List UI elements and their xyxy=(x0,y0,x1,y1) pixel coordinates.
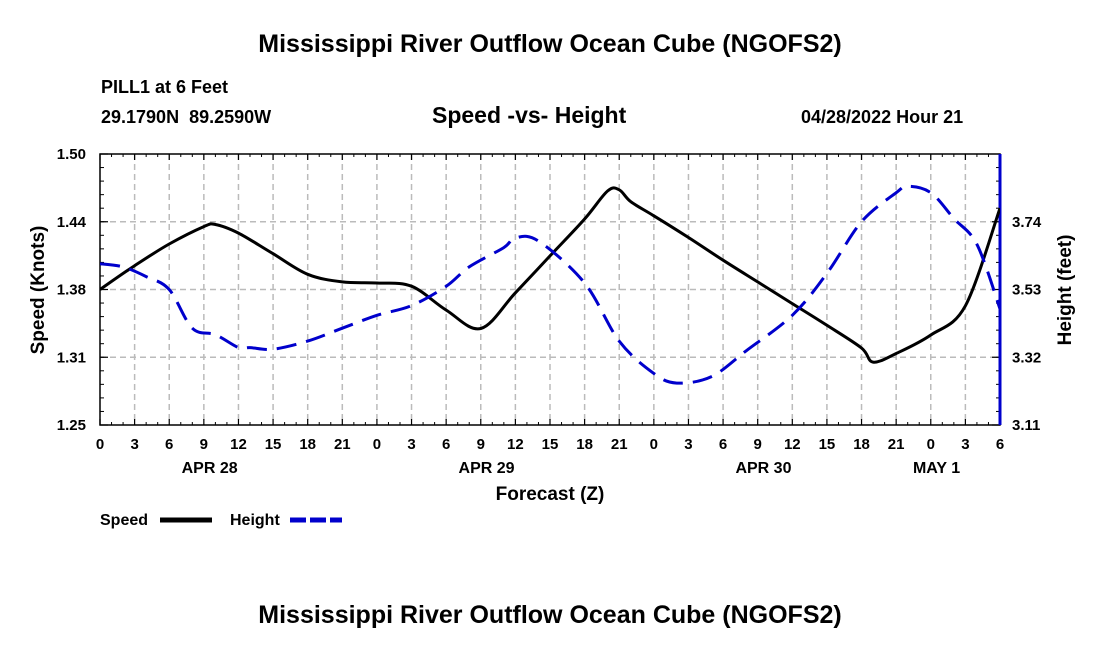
x-tick-label: 6 xyxy=(165,436,173,453)
station-coordinates: 29.1790N 89.2590W xyxy=(101,107,272,127)
x-tick-label: 3 xyxy=(407,436,415,453)
legend: Speed Height xyxy=(100,512,342,529)
station-name: PILL1 at 6 Feet xyxy=(101,77,229,97)
y2-tick-label: 3.32 xyxy=(1012,349,1041,366)
x-tick-label: 0 xyxy=(96,436,104,453)
series-height-line xyxy=(100,184,1000,385)
y-tick-label: 1.44 xyxy=(57,214,87,231)
x-tick-label: 18 xyxy=(576,436,593,453)
y-tick-label: 1.31 xyxy=(57,349,86,366)
series-speed-line xyxy=(100,186,1000,364)
x-tick-label: 9 xyxy=(200,436,208,453)
x-tick-label: 15 xyxy=(542,436,559,453)
x-tick-label: 3 xyxy=(961,436,969,453)
grid-lines xyxy=(100,154,1000,425)
x-tick-label: 21 xyxy=(611,436,628,453)
y-tick-label: 1.38 xyxy=(57,282,86,299)
axis-labels: 0 3 6 9 12 15 18 21 0 3 6 9 12 15 18 21 0 3 6 9 12 15 18 21 0 3 6 1… xyxy=(57,146,1042,477)
forecast-datetime: 04/28/2022 Hour 21 xyxy=(801,107,964,127)
chart-subtitle: Speed -vs- Height xyxy=(432,102,627,128)
y2-axis-title: Height (feet) xyxy=(1055,235,1076,346)
date-label: APR 29 xyxy=(459,460,515,477)
y-tick-label: 1.50 xyxy=(57,146,86,163)
axis-ticks xyxy=(99,153,1002,426)
y2-tick-label: 3.53 xyxy=(1012,282,1041,299)
x-tick-label: 12 xyxy=(230,436,247,453)
x-tick-label: 0 xyxy=(927,436,935,453)
x-tick-label: 12 xyxy=(507,436,524,453)
x-tick-label: 6 xyxy=(719,436,727,453)
date-label: APR 30 xyxy=(735,460,791,477)
y-tick-label: 1.25 xyxy=(57,417,86,434)
x-tick-label: 21 xyxy=(888,436,905,453)
x-axis-title: Forecast (Z) xyxy=(496,484,605,505)
legend-label-height: Height xyxy=(230,512,280,529)
x-tick-label: 6 xyxy=(442,436,450,453)
bottom-chart-title: Mississippi River Outflow Ocean Cube (NG… xyxy=(258,601,842,629)
series-lines xyxy=(100,184,1000,385)
x-tick-label: 0 xyxy=(650,436,658,453)
x-tick-label: 3 xyxy=(684,436,692,453)
y2-tick-label: 3.74 xyxy=(1012,214,1042,231)
x-tick-label: 0 xyxy=(373,436,381,453)
x-tick-label: 12 xyxy=(784,436,801,453)
x-tick-label: 6 xyxy=(996,436,1004,453)
x-tick-label: 18 xyxy=(299,436,316,453)
chart-title: Mississippi River Outflow Ocean Cube (NG… xyxy=(258,30,842,58)
x-tick-label: 9 xyxy=(754,436,762,453)
y2-tick-label: 3.11 xyxy=(1012,417,1040,434)
y-axis-title: Speed (Knots) xyxy=(28,226,49,355)
x-tick-label: 18 xyxy=(853,436,870,453)
x-tick-label: 3 xyxy=(130,436,138,453)
x-tick-label: 15 xyxy=(819,436,836,453)
date-label: MAY 1 xyxy=(913,460,960,477)
x-tick-label: 15 xyxy=(265,436,282,453)
x-tick-label: 9 xyxy=(477,436,485,453)
legend-label-speed: Speed xyxy=(100,512,148,529)
date-label: APR 28 xyxy=(182,460,238,477)
x-tick-label: 21 xyxy=(334,436,351,453)
